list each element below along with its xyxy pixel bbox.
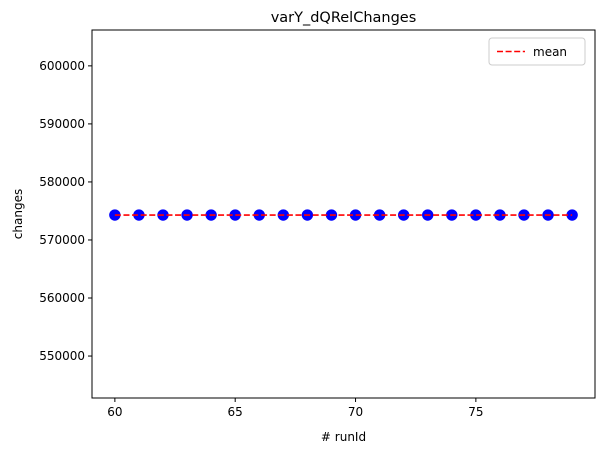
y-tick-label: 600000 <box>39 59 85 73</box>
legend-label-mean: mean <box>533 45 567 59</box>
x-tick-label: 60 <box>107 405 122 419</box>
y-axis-label: changes <box>11 189 25 239</box>
legend: mean <box>488 37 586 66</box>
plot-border <box>91 29 596 399</box>
x-tick-label: 65 <box>228 405 243 419</box>
y-tick-label: 570000 <box>39 233 85 247</box>
y-tick-label: 590000 <box>39 117 85 131</box>
plot-area <box>92 30 595 398</box>
y-tick-label: 560000 <box>39 291 85 305</box>
data-marks <box>109 209 578 221</box>
x-axis-label: # runId <box>321 430 366 444</box>
axis-ticks: 60 65 70 75 550000 560000 570000 580000 590000 60… <box>39 59 483 419</box>
plot-frame <box>91 29 596 399</box>
chart-title: varY_dQRelChanges <box>271 10 417 26</box>
y-tick-label: 550000 <box>39 349 85 363</box>
x-tick-label: 70 <box>348 405 363 419</box>
y-tick-label: 580000 <box>39 175 85 189</box>
x-tick-label: 75 <box>468 405 483 419</box>
legend-box <box>488 37 586 66</box>
